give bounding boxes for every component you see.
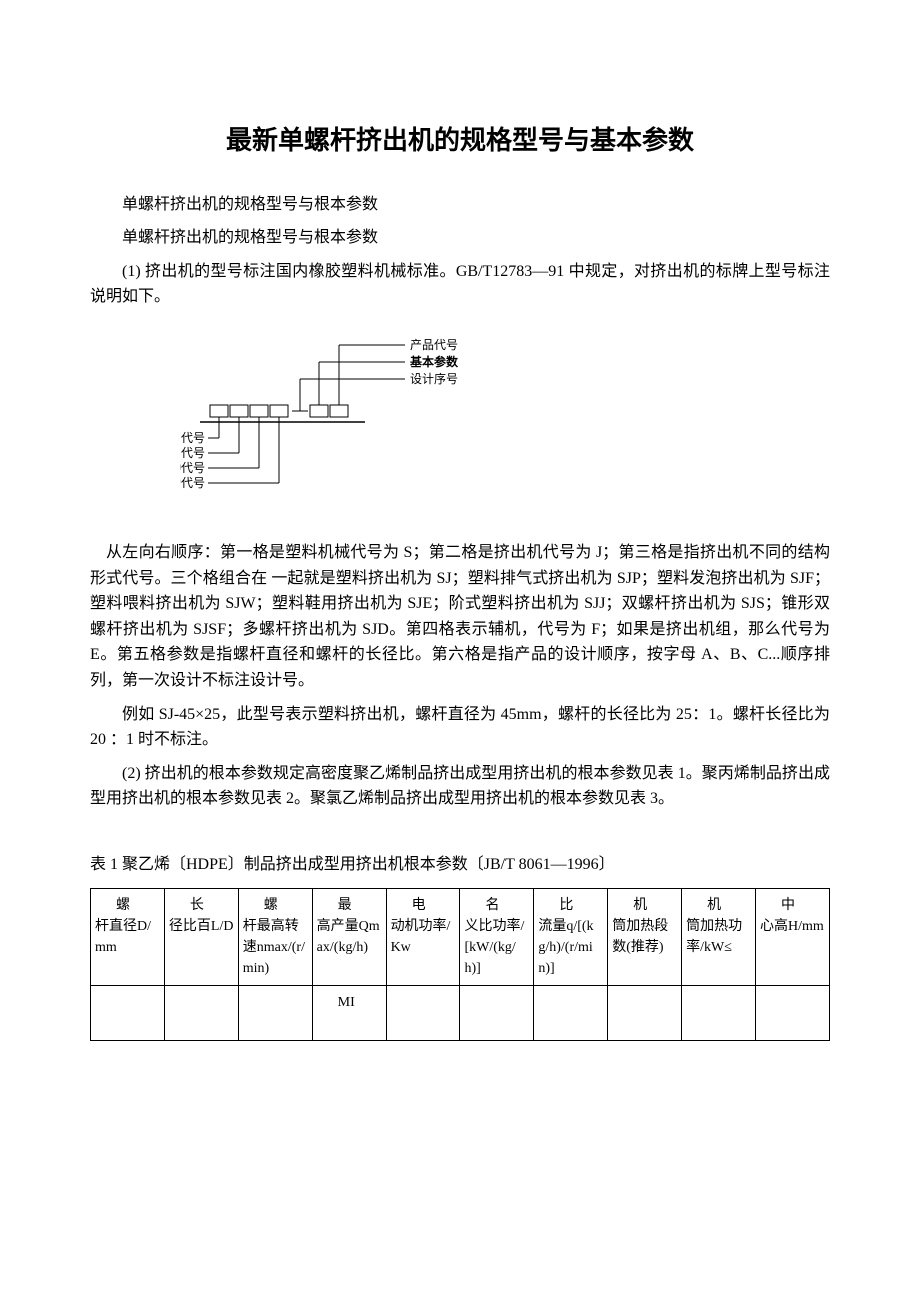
table-1-col-7: 机筒加热段数(推荐) bbox=[608, 888, 682, 985]
table-1-r2-c4 bbox=[386, 985, 460, 1040]
table-1-r2-c8 bbox=[682, 985, 756, 1040]
model-code-diagram: 产品代号 基本参数 设计序号 类别代号 组别代号 品种代号 辅助代号 bbox=[180, 330, 560, 510]
table-1-col-0: 螺杆直径D/mm bbox=[91, 888, 165, 985]
page-title: 最新单螺杆挤出机的规格型号与基本参数 bbox=[90, 120, 830, 162]
table-1-r2-c6 bbox=[534, 985, 608, 1040]
diagram-label-basic-params: 基本参数 bbox=[409, 354, 459, 369]
subtitle-1: 单螺杆挤出机的规格型号与根本参数 bbox=[90, 192, 830, 218]
table-1-col-1: 长径比百L/D bbox=[164, 888, 238, 985]
paragraph-1: (1) 挤出机的型号标注国内橡胶塑料机械标准。GB/T12783—91 中规定，… bbox=[90, 259, 830, 310]
table-1-r2-c9 bbox=[756, 985, 830, 1040]
table-1-row-2: MI bbox=[91, 985, 830, 1040]
table-1: 螺杆直径D/mm 长径比百L/D 螺杆最高转速nmax/(r/min) 最高产量… bbox=[90, 888, 830, 1041]
table-1-header-row: 螺杆直径D/mm 长径比百L/D 螺杆最高转速nmax/(r/min) 最高产量… bbox=[91, 888, 830, 985]
table-1-r2-c5 bbox=[460, 985, 534, 1040]
table-1-r2-c7 bbox=[608, 985, 682, 1040]
paragraph-2: 从左向右顺序：第一格是塑料机械代号为 S；第二格是挤出机代号为 J；第三格是指挤… bbox=[90, 540, 830, 694]
table-1-r2-c2 bbox=[238, 985, 312, 1040]
table-1-r2-c1 bbox=[164, 985, 238, 1040]
diagram-label-product-code: 产品代号 bbox=[410, 338, 458, 352]
diagram-label-category-code: 类别代号 bbox=[180, 431, 205, 445]
paragraph-3: 例如 SJ-45×25，此型号表示塑料挤出机，螺杆直径为 45mm，螺杆的长径比… bbox=[90, 702, 830, 753]
table-1-caption: 表 1 聚乙烯〔HDPE〕制品挤出成型用挤出机根本参数〔JB/T 8061—19… bbox=[90, 852, 830, 878]
diagram-label-design-seq: 设计序号 bbox=[410, 371, 458, 386]
table-1-col-4: 电动机功率/Kw bbox=[386, 888, 460, 985]
table-1-col-9: 中心高H/mm bbox=[756, 888, 830, 985]
table-1-r2-c3: MI bbox=[312, 985, 386, 1040]
diagram-label-aux-code: 辅助代号 bbox=[180, 476, 205, 490]
subtitle-2: 单螺杆挤出机的规格型号与根本参数 bbox=[90, 225, 830, 251]
table-1-col-6: 比流量q/[(kg/h)/(r/min)] bbox=[534, 888, 608, 985]
diagram-label-variety-code: 品种代号 bbox=[180, 461, 205, 475]
table-1-col-2: 螺杆最高转速nmax/(r/min) bbox=[238, 888, 312, 985]
table-1-col-3: 最高产量Qmax/(kg/h) bbox=[312, 888, 386, 985]
table-1-r2-c0 bbox=[91, 985, 165, 1040]
paragraph-4: (2) 挤出机的根本参数规定高密度聚乙烯制品挤出成型用挤出机的根本参数见表 1。… bbox=[90, 761, 830, 812]
diagram-label-group-code: 组别代号 bbox=[180, 446, 205, 460]
table-1-col-5: 名义比功率/[kW/(kg/h)] bbox=[460, 888, 534, 985]
table-1-col-8: 机筒加热功率/kW≤ bbox=[682, 888, 756, 985]
